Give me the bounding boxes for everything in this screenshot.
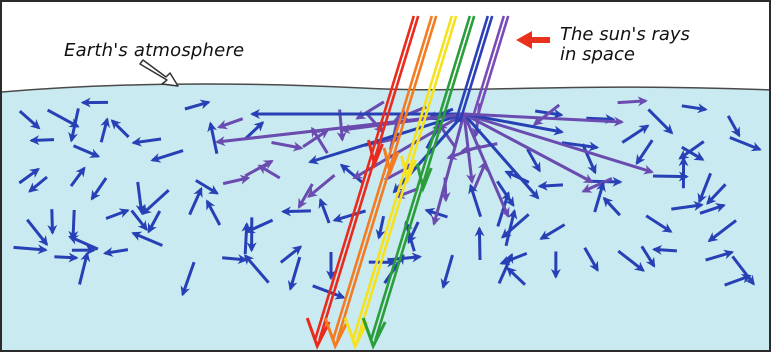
scatter-arrow	[479, 228, 480, 260]
scatter-arrow	[540, 185, 563, 186]
scatter-arrow	[283, 211, 311, 212]
scatter-arrow	[31, 140, 54, 141]
sun-rays-label-line2: in space	[560, 45, 745, 65]
scatter-arrow	[618, 101, 646, 103]
sun-rays-label-line1: The sun's rays	[560, 25, 745, 45]
scatter-arrow	[54, 257, 76, 258]
scatter-arrow	[654, 249, 677, 251]
scatter-arrow	[653, 176, 687, 177]
earth-atmosphere-label: Earth's atmosphere	[64, 41, 244, 61]
sun-rays-pointer-arrow	[516, 31, 550, 49]
scatter-arrow	[245, 224, 247, 254]
scatter-arrow	[73, 210, 74, 239]
scatter-arrow	[52, 209, 53, 233]
atmosphere-pointer-arrow	[140, 60, 178, 86]
sun-rays-label: The sun's rays in space	[560, 25, 745, 65]
